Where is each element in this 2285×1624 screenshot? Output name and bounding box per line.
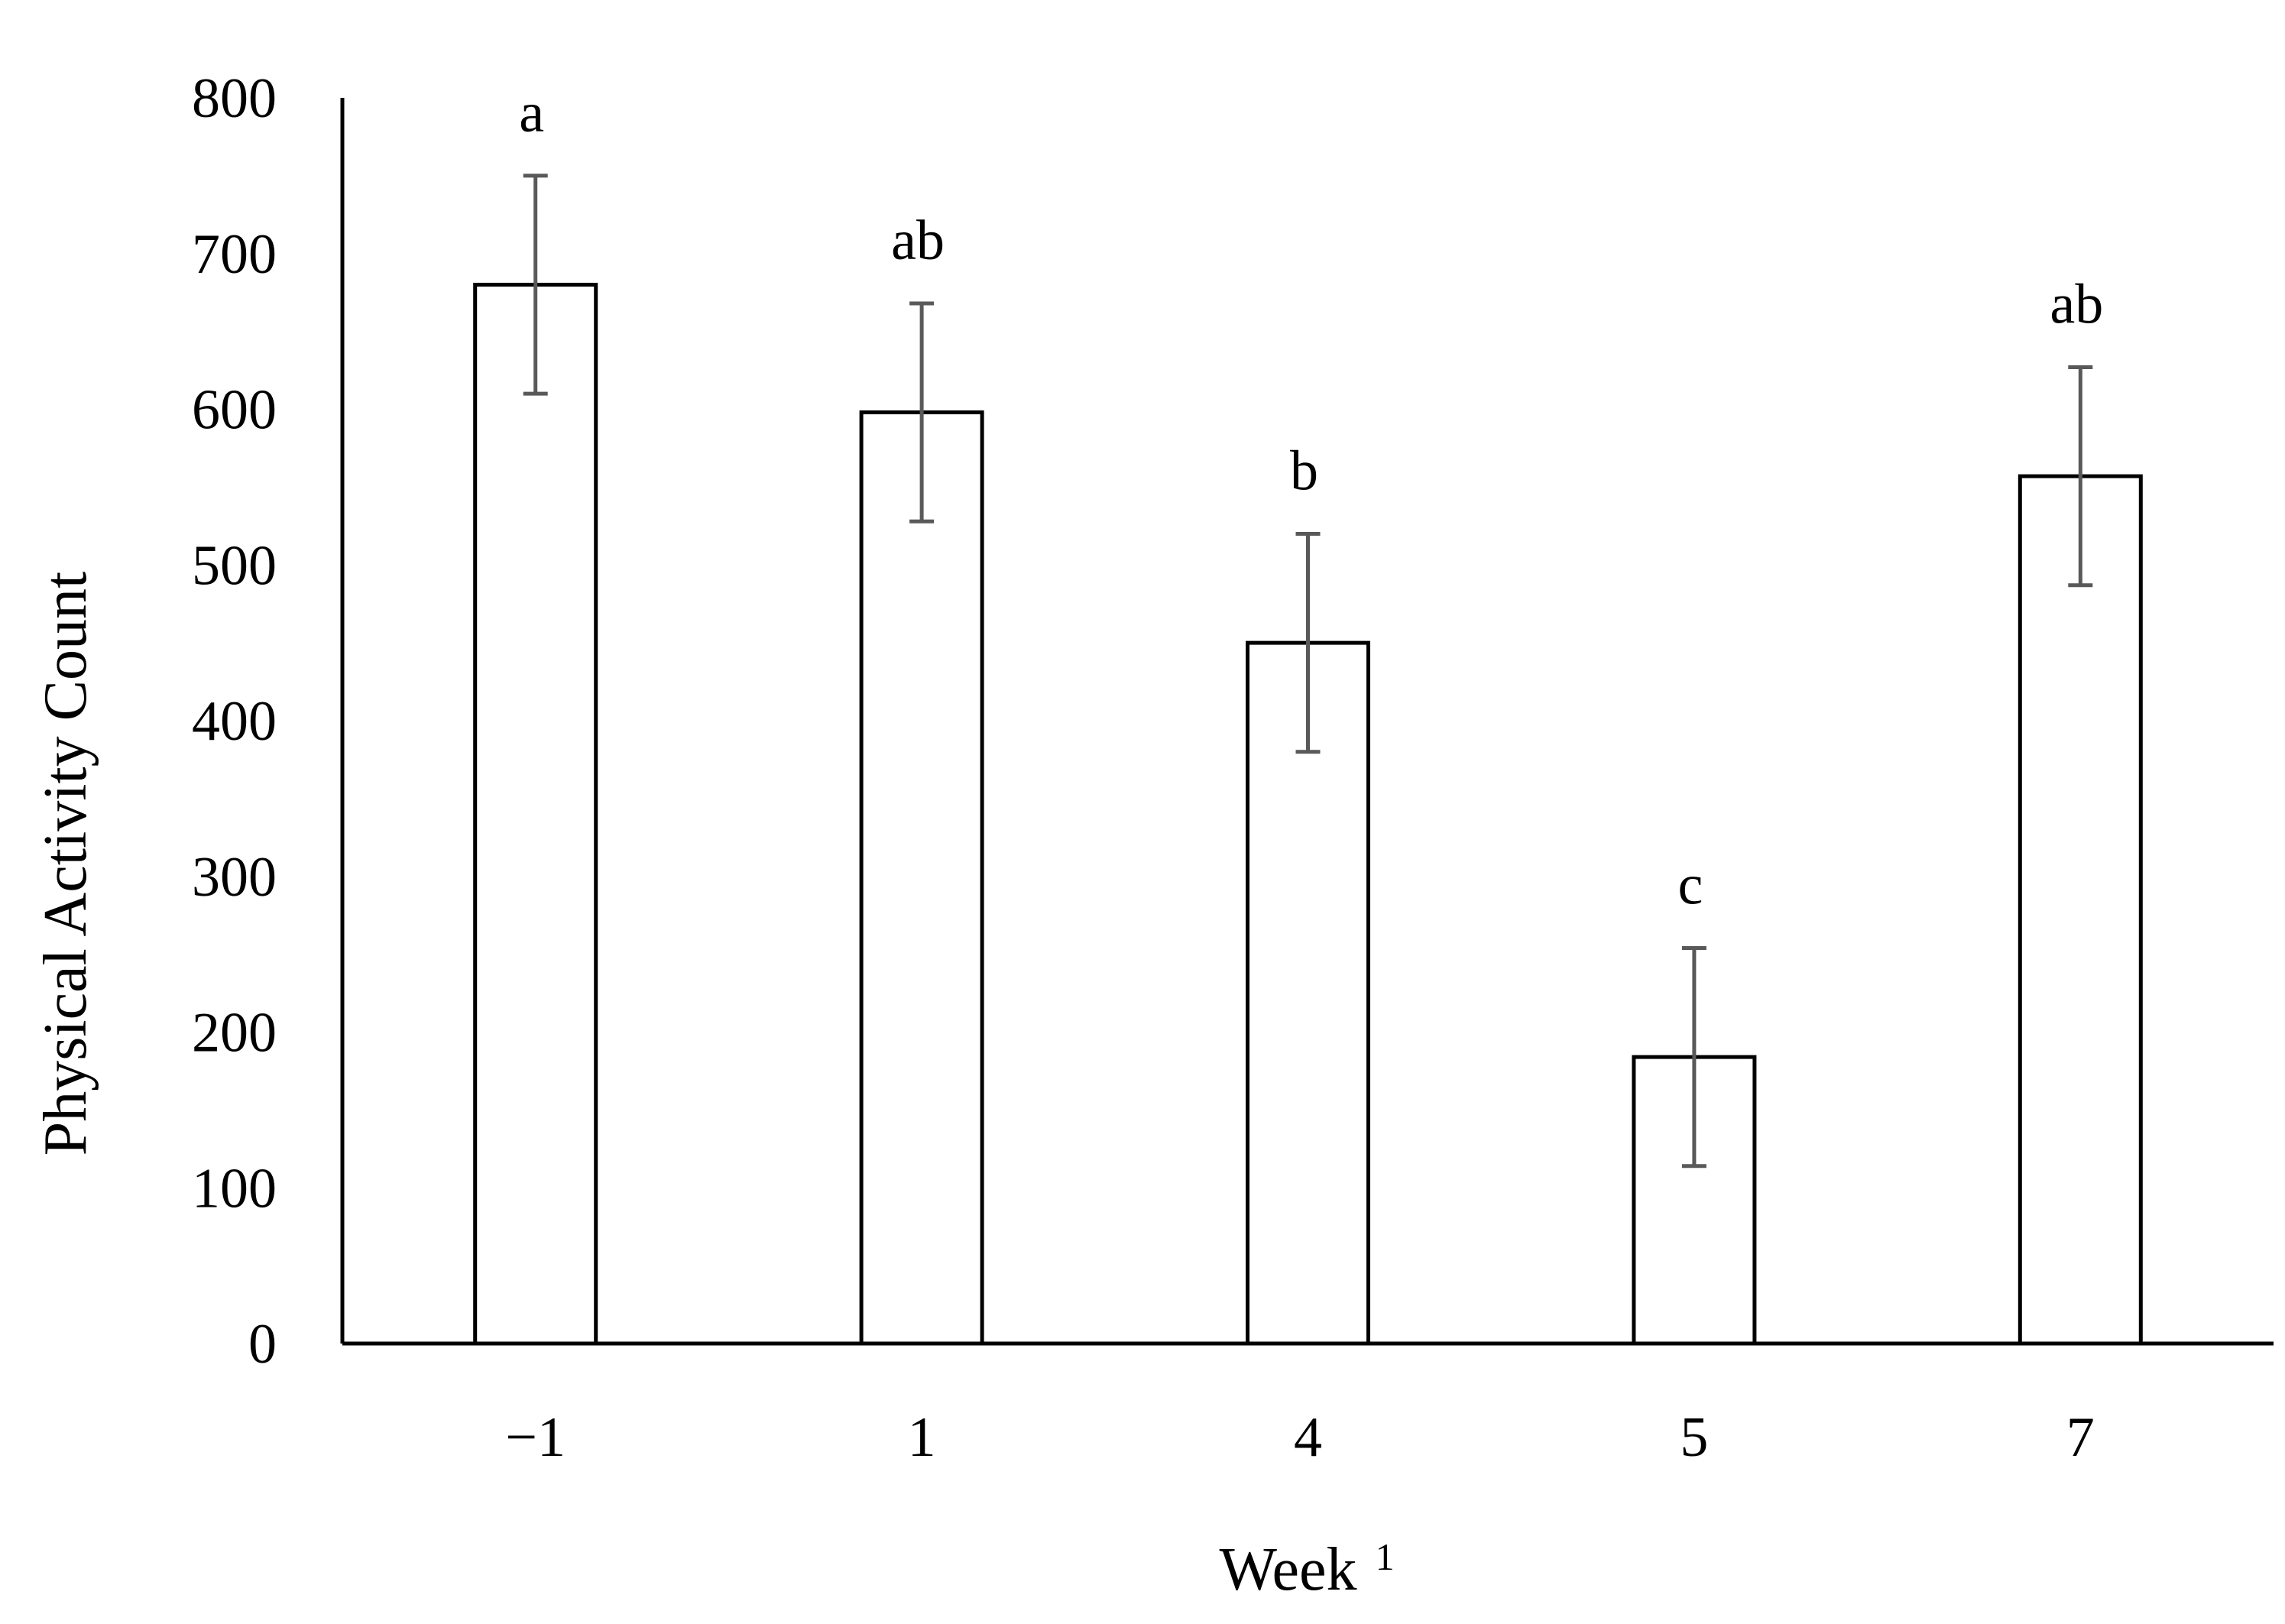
significance-label: c xyxy=(1677,854,1703,916)
x-tick-label: 4 xyxy=(1294,1406,1322,1469)
error-bars xyxy=(523,173,2093,1169)
bar xyxy=(859,410,984,1346)
bar xyxy=(1632,1055,1757,1346)
y-tick-label: 400 xyxy=(192,690,277,753)
bar xyxy=(2018,474,2143,1346)
error-bar xyxy=(523,173,548,396)
y-tick-label: 200 xyxy=(192,1002,277,1065)
x-tick-label: 5 xyxy=(1680,1406,1708,1469)
error-bar xyxy=(1681,945,1706,1169)
error-bar xyxy=(909,301,935,524)
y-tick-label: 600 xyxy=(192,379,277,442)
x-axis-ticks: −1 1 4 5 7 xyxy=(505,1406,2094,1469)
x-axis-title-superscript: 1 xyxy=(1376,1535,1395,1578)
x-tick-label: 1 xyxy=(908,1406,936,1469)
significance-label: a xyxy=(519,82,544,144)
y-tick-label: 800 xyxy=(192,67,277,130)
error-bar xyxy=(2068,365,2093,588)
y-axis-title: Physical Activity Count xyxy=(32,572,99,1156)
significance-label: ab xyxy=(2050,273,2103,335)
bar xyxy=(473,283,598,1346)
significance-labels: a ab b c ab xyxy=(519,82,2103,917)
x-axis-title-text: Week xyxy=(1219,1536,1356,1603)
significance-label: b xyxy=(1290,440,1318,503)
y-tick-label: 700 xyxy=(192,223,277,286)
error-bar xyxy=(1295,532,1321,754)
y-axis-ticks: 0 100 200 300 400 500 600 700 800 xyxy=(192,67,277,1376)
y-tick-label: 0 xyxy=(248,1313,277,1376)
y-tick-label: 300 xyxy=(192,846,277,909)
y-tick-label: 500 xyxy=(192,534,277,597)
x-tick-label: −1 xyxy=(505,1406,566,1469)
x-axis-title: Week 1 xyxy=(1219,1535,1394,1603)
y-tick-label: 100 xyxy=(192,1157,277,1220)
x-tick-label: 7 xyxy=(2066,1406,2095,1469)
significance-label: ab xyxy=(891,209,945,272)
